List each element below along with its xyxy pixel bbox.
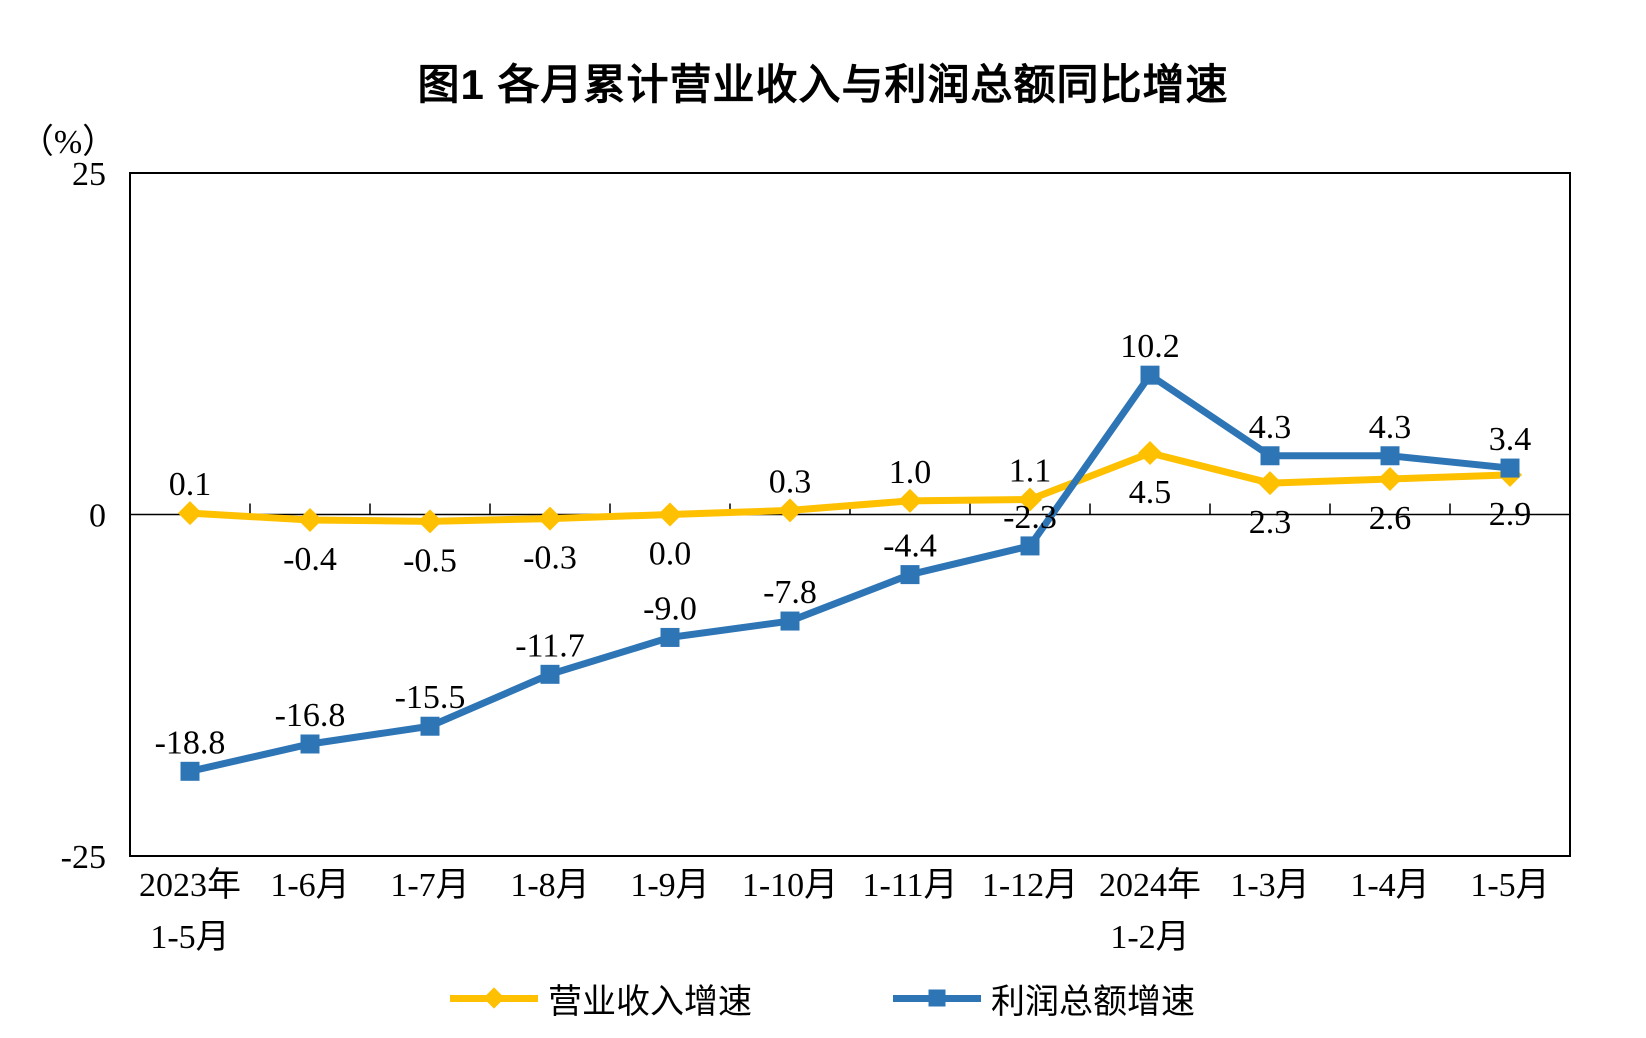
revenue-point-marker — [1258, 471, 1282, 496]
revenue-point-marker — [1378, 466, 1402, 491]
x-axis-label: 2023年 1-5月 — [139, 866, 241, 956]
diamond-marker-icon — [483, 987, 505, 1009]
revenue-data-label: 4.5 — [1129, 474, 1172, 511]
profit-data-label: -11.7 — [515, 627, 585, 664]
revenue-point-marker — [178, 501, 202, 526]
profit-legend-label: 利润总额增速 — [991, 983, 1195, 1021]
profit-point-marker — [1020, 536, 1040, 556]
profit-point-marker — [900, 565, 920, 585]
revenue-data-label: -0.5 — [403, 542, 457, 579]
profit-point-marker — [1380, 446, 1400, 466]
square-marker-icon — [928, 989, 946, 1007]
x-axis-label: 1-4月 — [1350, 867, 1429, 904]
revenue-data-label: 0.1 — [169, 466, 212, 503]
x-axis-label: 1-11月 — [862, 867, 957, 904]
profit-legend-line — [893, 989, 981, 1007]
revenue-point-marker — [538, 506, 562, 531]
x-axis-label: 1-5月 — [1470, 867, 1549, 904]
profit-point-marker — [1260, 446, 1280, 466]
profit-data-label: -15.5 — [395, 679, 466, 716]
revenue-data-label: -0.3 — [523, 540, 577, 577]
profit-data-label: 4.3 — [1249, 409, 1292, 446]
profit-point-marker — [1500, 458, 1520, 478]
x-axis-label: 2024年 1-2月 — [1099, 866, 1201, 956]
revenue-data-label: 2.9 — [1489, 496, 1532, 533]
revenue-data-label: -0.4 — [283, 541, 337, 578]
revenue-data-label: 0.0 — [649, 536, 692, 573]
profit-data-label: -2.3 — [1003, 499, 1057, 536]
profit-data-label: 3.4 — [1489, 421, 1532, 458]
profit-point-marker — [660, 627, 680, 647]
revenue-data-label: 1.1 — [1009, 452, 1052, 489]
profit-point-marker — [540, 664, 560, 684]
revenue-point-marker — [298, 507, 322, 532]
revenue-point-marker — [658, 502, 682, 527]
profit-series-line — [189, 370, 1511, 775]
y-axis-tick-label: -25 — [61, 839, 106, 876]
profit-point-marker — [1140, 365, 1160, 385]
revenue-point-marker — [418, 509, 442, 534]
chart-title: 图1 各月累计营业收入与利润总额同比增速 — [417, 61, 1229, 108]
x-axis-label: 1-8月 — [510, 867, 589, 904]
revenue-point-marker — [1138, 441, 1162, 466]
y-axis-tick-label: 0 — [89, 498, 106, 535]
profit-point-marker — [780, 611, 800, 631]
revenue-point-marker — [778, 498, 802, 523]
x-axis-label: 1-12月 — [982, 867, 1078, 904]
y-axis-tick-label: 25 — [72, 156, 106, 193]
revenue-legend-line — [450, 987, 538, 1009]
revenue-point-marker — [1018, 487, 1042, 512]
revenue-data-label: 2.3 — [1249, 504, 1292, 541]
legend-item-profit: 利润总额增速 — [893, 976, 1195, 1021]
profit-point-marker — [420, 716, 440, 736]
profit-point-marker — [300, 734, 320, 754]
legend-item-revenue: 营业收入增速 — [450, 976, 752, 1021]
profit-data-label: -18.8 — [155, 724, 226, 761]
x-axis-label: 1-7月 — [390, 867, 469, 904]
revenue-data-label: 2.6 — [1369, 500, 1412, 537]
revenue-data-label: 1.0 — [889, 454, 932, 491]
profit-data-label: -9.0 — [643, 590, 697, 627]
profit-data-label: -4.4 — [883, 528, 937, 565]
axis-unit-label: （%） — [20, 123, 116, 161]
revenue-point-marker — [898, 488, 922, 513]
revenue-data-label: 0.3 — [769, 463, 812, 500]
revenue-series-line — [189, 449, 1511, 525]
profit-data-label: -16.8 — [275, 697, 346, 734]
x-axis-label: 1-6月 — [270, 867, 349, 904]
profit-data-label: -7.8 — [763, 574, 817, 611]
x-axis-label: 1-10月 — [742, 867, 838, 904]
x-axis-label: 1-9月 — [630, 867, 709, 904]
profit-data-label: 10.2 — [1120, 328, 1180, 365]
revenue-legend-label: 营业收入增速 — [548, 983, 752, 1021]
x-axis-label: 1-3月 — [1230, 867, 1309, 904]
profit-data-label: 4.3 — [1369, 409, 1412, 446]
profit-point-marker — [180, 761, 200, 781]
